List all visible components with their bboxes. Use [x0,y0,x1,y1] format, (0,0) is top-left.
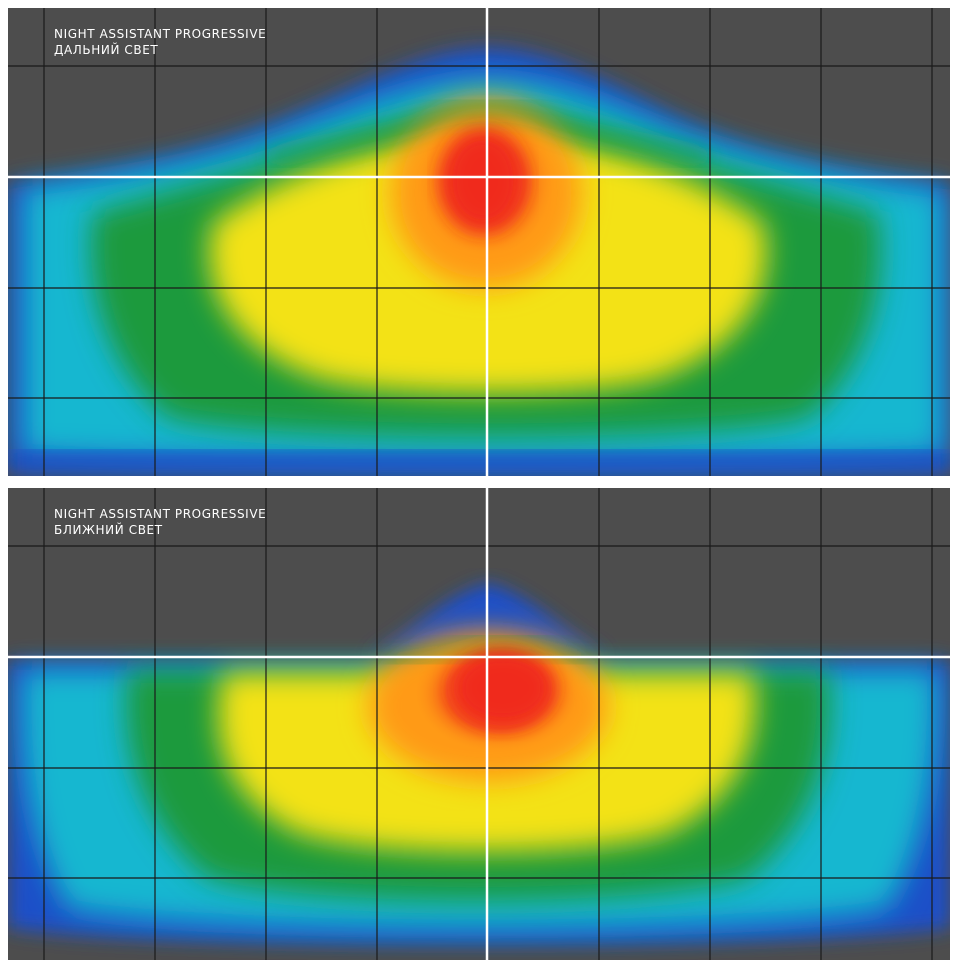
panel-subtitle: БЛИЖНИЙ СВЕТ [54,523,163,537]
low-beam-panel: NIGHT ASSISTANT PROGRESSIVE БЛИЖНИЙ СВЕТ [8,488,950,960]
high-beam-caption: NIGHT ASSISTANT PROGRESSIVE ДАЛЬНИЙ СВЕТ [54,26,266,58]
grid-lines [8,488,950,960]
low-beam-caption: NIGHT ASSISTANT PROGRESSIVE БЛИЖНИЙ СВЕТ [54,506,266,538]
panel-title: NIGHT ASSISTANT PROGRESSIVE [54,27,267,41]
low-beam-grid [8,488,950,960]
high-beam-panel: NIGHT ASSISTANT PROGRESSIVE ДАЛЬНИЙ СВЕТ [8,8,950,476]
axis-lines [8,8,950,476]
high-beam-grid [8,8,950,476]
panel-subtitle: ДАЛЬНИЙ СВЕТ [54,43,159,57]
grid-lines [8,8,950,476]
panel-title: NIGHT ASSISTANT PROGRESSIVE [54,507,267,521]
axis-lines [8,488,950,960]
